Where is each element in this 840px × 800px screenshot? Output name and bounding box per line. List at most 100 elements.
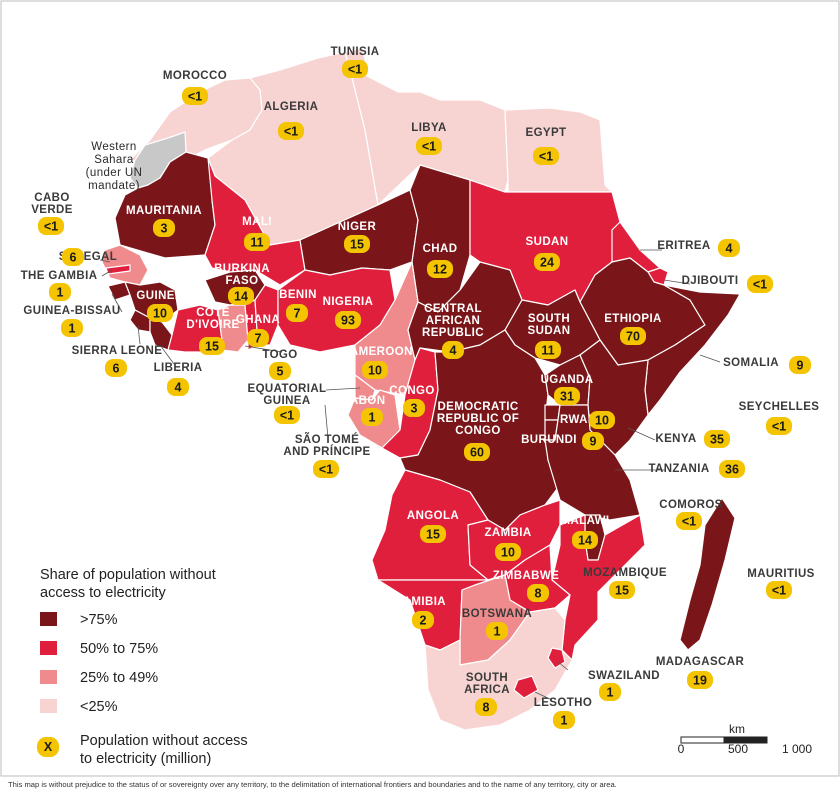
country-label-nigeria: NIGERIA 93 — [323, 296, 373, 329]
country-name: MALI — [242, 216, 272, 228]
leader-line — [137, 325, 141, 345]
country-name: MAURITANIA — [126, 205, 202, 217]
country-label-djibouti: DJIBOUTI <1 — [682, 275, 773, 293]
map-frame — [0, 0, 840, 777]
population-value: 15 — [350, 238, 364, 252]
population-badge — [534, 253, 560, 271]
population-badge — [61, 319, 83, 337]
population-value: 4 — [726, 242, 733, 256]
country-name: EGYPT — [526, 127, 567, 139]
population-badge — [486, 622, 508, 640]
country-label-ghana: GHANA 7 — [236, 314, 280, 347]
country-label-liberia: LIBERIA 4 — [154, 362, 202, 396]
population-value: 31 — [560, 390, 574, 404]
population-value: <1 — [319, 463, 333, 477]
country-label-mali: MALI 11 — [242, 216, 272, 251]
country-name: GUINEA — [263, 395, 310, 407]
country-name: BURUNDI — [521, 434, 577, 446]
country-label-mauritius: MAURITIUS <1 — [747, 568, 814, 599]
population-badge — [719, 460, 745, 478]
population-value: 7 — [255, 332, 262, 346]
country-name: EQUATORIAL — [248, 383, 327, 395]
population-value: <1 — [682, 515, 696, 529]
scale-unit: km — [729, 722, 745, 736]
population-badge — [105, 359, 127, 377]
population-badge — [687, 671, 713, 689]
legend-classes: >75% 50% to 75% 25% to 49% <25% — [40, 612, 158, 715]
population-badge — [247, 329, 269, 347]
population-badge — [342, 60, 368, 78]
population-badge — [286, 304, 308, 322]
country-name: SEYCHELLES — [739, 401, 820, 413]
population-value: 10 — [368, 364, 382, 378]
population-value: 5 — [277, 365, 284, 379]
country-name: MOZAMBIQUE — [583, 567, 667, 579]
country-name: SUDAN — [528, 325, 571, 337]
leader-line — [325, 387, 361, 391]
population-value: 8 — [535, 587, 542, 601]
population-value: 15 — [205, 340, 219, 354]
population-badge — [49, 283, 71, 301]
population-value: 3 — [161, 222, 168, 236]
country-label-zambia: ZAMBIA 10 — [484, 527, 531, 561]
country-shape-egypt — [504, 107, 613, 193]
population-badge — [582, 432, 604, 450]
population-value: 93 — [341, 314, 355, 328]
legend-swatch-gt75 — [40, 612, 57, 626]
map-disclaimer: This map is without prejudice to the sta… — [8, 780, 617, 789]
population-value: 6 — [70, 251, 77, 265]
country-name: BOTSWANA — [462, 608, 532, 620]
country-shape-swaziland — [547, 647, 566, 669]
population-value: 10 — [153, 307, 167, 321]
country-name: CAMEROON — [341, 346, 413, 358]
population-badge — [554, 387, 580, 405]
country-label-comoros: COMOROS <1 — [659, 499, 723, 530]
country-name: THE GAMBIA — [21, 270, 98, 282]
population-value: <1 — [44, 220, 58, 234]
country-name: LIBYA — [411, 122, 446, 134]
country-name: BENIN — [279, 289, 317, 301]
country-shape-mali — [204, 157, 306, 286]
country-name: COMOROS — [659, 499, 723, 511]
leader-line — [324, 404, 329, 439]
country-label-gabon: GABON 1 — [341, 395, 385, 426]
population-value: 70 — [626, 330, 640, 344]
scale-tick-0: 0 — [678, 742, 685, 756]
population-badge — [572, 531, 598, 549]
country-label-guinea: GUINEA 10 — [136, 290, 183, 322]
country-name: BURKINA — [214, 263, 270, 275]
legend-swatch-p25_49 — [40, 670, 57, 684]
population-value: 14 — [578, 534, 592, 548]
legend-badge-line-1: Population without access — [80, 733, 248, 749]
country-shape-madagascar — [679, 497, 736, 651]
country-name: ZIMBABWE — [493, 570, 559, 582]
population-badge — [420, 525, 446, 543]
country-name: AFRICA — [464, 684, 510, 696]
population-badge — [495, 543, 521, 561]
country-label-chad: CHAD 12 — [423, 243, 457, 278]
population-value: 15 — [426, 528, 440, 542]
country-name: REPUBLIC OF — [437, 413, 519, 425]
country-name: ZAMBIA — [484, 527, 531, 539]
country-label-angola: ANGOLA 15 — [407, 510, 459, 543]
population-value: 4 — [450, 344, 457, 358]
population-value: <1 — [422, 140, 436, 154]
leader-line — [699, 354, 721, 363]
country-name: SOMALIA — [723, 357, 779, 369]
population-value: <1 — [188, 90, 202, 104]
population-value: <1 — [772, 584, 786, 598]
country-shape-somalia — [644, 284, 741, 416]
country-name: SIERRA LEONE — [72, 345, 163, 357]
leader-line — [159, 344, 175, 365]
population-value: <1 — [539, 150, 553, 164]
country-name: UGANDA — [541, 374, 594, 386]
country-label-congo: CONGO 3 — [389, 385, 434, 417]
country-name: MADAGASCAR — [656, 656, 745, 668]
disputed-territory-label: Western — [91, 141, 136, 153]
